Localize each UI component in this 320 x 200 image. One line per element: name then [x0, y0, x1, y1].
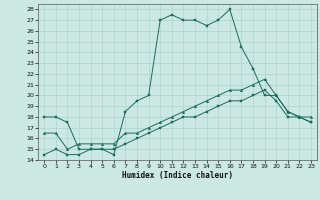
X-axis label: Humidex (Indice chaleur): Humidex (Indice chaleur): [122, 171, 233, 180]
